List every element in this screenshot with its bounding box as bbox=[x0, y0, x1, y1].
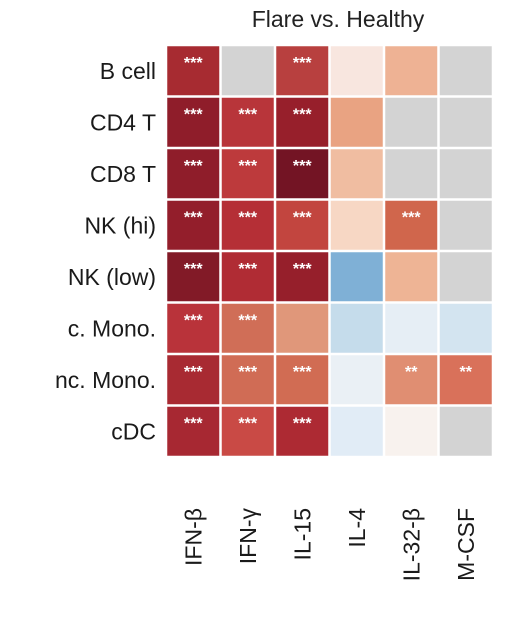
row-label: cDC bbox=[111, 418, 156, 444]
heatmap-cell bbox=[167, 46, 220, 96]
heatmap-cell bbox=[276, 406, 329, 456]
heatmap-cell bbox=[439, 406, 492, 456]
significance-marker: *** bbox=[293, 55, 312, 72]
heatmap-cell bbox=[276, 149, 329, 199]
significance-marker: ** bbox=[460, 364, 473, 381]
significance-marker: *** bbox=[293, 416, 312, 433]
significance-marker: *** bbox=[238, 261, 257, 278]
heatmap-cell bbox=[221, 303, 274, 353]
heatmap-cell bbox=[167, 149, 220, 199]
heatmap-cell bbox=[330, 406, 383, 456]
significance-marker: *** bbox=[238, 210, 257, 227]
heatmap-cell bbox=[221, 46, 274, 96]
heatmap-cell bbox=[276, 97, 329, 147]
heatmap-cell bbox=[385, 149, 438, 199]
heatmap-cell bbox=[167, 355, 220, 405]
significance-marker: *** bbox=[402, 210, 421, 227]
heatmap-cell bbox=[385, 355, 438, 405]
column-label: M-CSF bbox=[453, 508, 479, 581]
row-label: NK (low) bbox=[68, 264, 156, 290]
row-label: CD8 T bbox=[90, 161, 156, 187]
heatmap-cell bbox=[330, 355, 383, 405]
heatmap-cell bbox=[276, 355, 329, 405]
significance-marker: *** bbox=[184, 55, 203, 72]
heatmap-cell bbox=[439, 200, 492, 250]
significance-marker: *** bbox=[184, 313, 203, 330]
heatmap-cell bbox=[167, 252, 220, 302]
significance-marker: *** bbox=[184, 364, 203, 381]
heatmap-cell bbox=[330, 149, 383, 199]
significance-marker: *** bbox=[293, 210, 312, 227]
heatmap-cell bbox=[330, 303, 383, 353]
significance-marker: *** bbox=[293, 364, 312, 381]
heatmap-cell bbox=[167, 97, 220, 147]
heatmap-cell bbox=[385, 97, 438, 147]
chart-title: Flare vs. Healthy bbox=[252, 6, 425, 32]
significance-marker: *** bbox=[184, 210, 203, 227]
heatmap-cell bbox=[221, 252, 274, 302]
heatmap-cell bbox=[167, 303, 220, 353]
heatmap-cell bbox=[439, 97, 492, 147]
significance-marker: *** bbox=[293, 261, 312, 278]
heatmap-cell bbox=[276, 303, 329, 353]
significance-marker: *** bbox=[238, 364, 257, 381]
significance-marker: *** bbox=[293, 107, 312, 124]
significance-marker: *** bbox=[184, 416, 203, 433]
significance-marker: *** bbox=[184, 158, 203, 175]
column-label: IL-15 bbox=[289, 508, 315, 560]
heatmap-cell bbox=[221, 97, 274, 147]
column-label: IL-4 bbox=[344, 508, 370, 548]
row-label: nc. Mono. bbox=[55, 367, 156, 393]
heatmap-cell bbox=[439, 46, 492, 96]
heatmap-cell bbox=[330, 46, 383, 96]
row-labels: B cell CD4 T CD8 T NK (hi) NK (low) c. Mono. n… bbox=[55, 58, 156, 445]
significance-marker: *** bbox=[184, 261, 203, 278]
heatmap-cell bbox=[385, 406, 438, 456]
heatmap-cell bbox=[330, 252, 383, 302]
column-label: IFN-γ bbox=[235, 508, 261, 565]
heatmap-cell bbox=[330, 97, 383, 147]
significance-marker: ** bbox=[405, 364, 418, 381]
row-label: B cell bbox=[100, 58, 156, 84]
heatmap-cells: *** ****** *** ****** *** ****** *** *** ****** *… bbox=[167, 46, 492, 456]
significance-marker: *** bbox=[238, 158, 257, 175]
significance-marker: *** bbox=[238, 107, 257, 124]
heatmap-cell bbox=[439, 355, 492, 405]
row-label: CD4 T bbox=[90, 109, 156, 135]
heatmap-cell bbox=[276, 46, 329, 96]
heatmap-cell bbox=[439, 252, 492, 302]
heatmap-cell bbox=[385, 200, 438, 250]
heatmap-cell bbox=[385, 252, 438, 302]
heatmap-cell bbox=[221, 355, 274, 405]
column-label: IFN-β bbox=[180, 508, 206, 566]
significance-marker: *** bbox=[293, 158, 312, 175]
significance-marker: *** bbox=[238, 313, 257, 330]
heatmap-cell bbox=[439, 303, 492, 353]
row-label: c. Mono. bbox=[68, 315, 156, 341]
heatmap-cell bbox=[221, 406, 274, 456]
heatmap-cell bbox=[439, 149, 492, 199]
significance-marker: *** bbox=[238, 416, 257, 433]
heatmap-cell bbox=[167, 406, 220, 456]
heatmap-cell bbox=[221, 200, 274, 250]
heatmap-cell bbox=[276, 200, 329, 250]
column-labels: IFN-β IFN-γ IL-15 IL-4 IL-32-β M-CSF bbox=[180, 508, 479, 582]
heatmap-cell bbox=[385, 46, 438, 96]
heatmap-cell bbox=[221, 149, 274, 199]
heatmap-cell bbox=[330, 200, 383, 250]
heatmap-cell bbox=[167, 200, 220, 250]
heatmap-cell bbox=[385, 303, 438, 353]
significance-marker: *** bbox=[184, 107, 203, 124]
row-label: NK (hi) bbox=[84, 212, 156, 238]
heatmap-cell bbox=[276, 252, 329, 302]
column-label: IL-32-β bbox=[398, 508, 424, 581]
